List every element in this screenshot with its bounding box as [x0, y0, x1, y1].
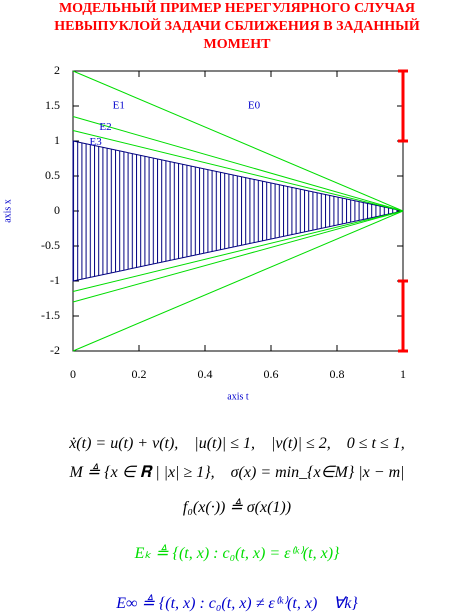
y-tick-label: 1.5 — [45, 98, 60, 112]
red-segment — [398, 69, 408, 143]
formula: f₀(x(·)) ≜ σ(x(1)) — [182, 499, 292, 516]
y-tick-label: -1 — [50, 273, 60, 287]
x-tick-label: 0 — [70, 367, 76, 381]
y-tick-label: 1 — [54, 133, 60, 147]
x-tick-label: 0.4 — [198, 367, 213, 381]
y-tick-label: 0 — [54, 203, 60, 217]
x-tick-label: 1 — [400, 367, 406, 381]
region-label: E2 — [99, 121, 111, 133]
line — [72, 210, 404, 352]
x-tick-label: 0.2 — [132, 367, 147, 381]
y-tick-label: -2 — [50, 343, 60, 357]
chart: МОДЕЛЬНЫЙ ПРИМЕР НЕРЕГУЛЯРНОГО СЛУЧАЯНЕВ… — [2, 0, 420, 402]
region-label: E1 — [113, 100, 125, 112]
y-axis-label: axis x — [2, 199, 13, 223]
line — [72, 210, 404, 292]
region-label: E0 — [248, 100, 261, 112]
chart-title: МОДЕЛЬНЫЙ ПРИМЕР НЕРЕГУЛЯРНОГО СЛУЧАЯ — [59, 0, 415, 16]
x-tick-label: 0.8 — [330, 367, 345, 381]
formula: M ≜ {x ∈ 𝐑 | |x| ≥ 1}, σ(x) = min_{x∈M} … — [69, 464, 405, 481]
y-tick-label: -0.5 — [41, 238, 60, 252]
x-tick-label: 0.6 — [264, 367, 279, 381]
chart-title: НЕВЫПУКЛОЙ ЗАДАЧИ СБЛИЖЕНИЯ В ЗАДАННЫЙ — [54, 17, 420, 34]
x-axis-label: axis t — [227, 391, 249, 402]
formula: E∞ ≜ {(t, x) : c₀(t, x) ≠ ε⁽ᵏ⁾(t, x) ∀k} — [116, 595, 358, 612]
line — [72, 70, 404, 212]
y-tick-label: 2 — [54, 63, 60, 77]
region-label: E3 — [90, 136, 103, 148]
y-tick-label: -1.5 — [41, 308, 60, 322]
y-tick-label: 0.5 — [45, 168, 60, 182]
line — [72, 130, 404, 212]
hatched-region — [72, 140, 404, 282]
formula: ẋ(t) = u(t) + v(t), |u(t)| ≤ 1, |v(t)| ≤… — [69, 435, 405, 452]
line — [72, 116, 404, 212]
line — [72, 210, 404, 303]
red-segment — [398, 279, 408, 353]
formula: Eₖ ≜ {(t, x) : c₀(t, x) = ε⁽ᵏ⁾(t, x)} — [134, 545, 340, 562]
chart-title: МОМЕНТ — [204, 37, 272, 52]
